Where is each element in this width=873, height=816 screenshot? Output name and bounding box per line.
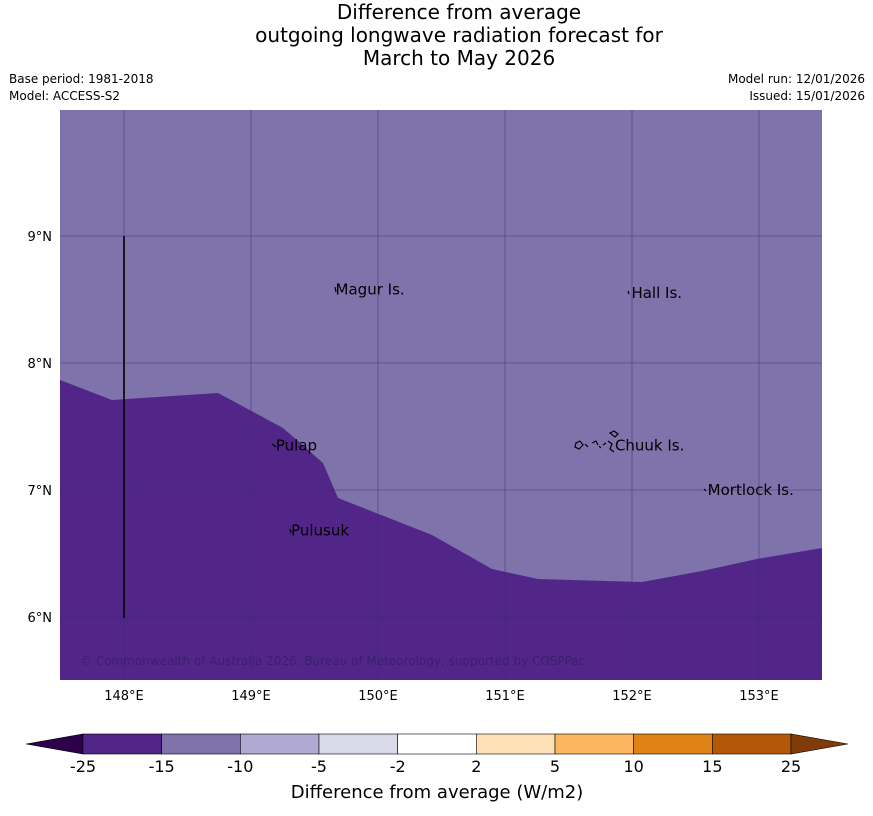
map-panel: © Commonwealth of Australia 2026, Bureau… <box>60 110 822 680</box>
colorbar-tick-label: 15 <box>702 757 722 776</box>
place-label: Magur Is. <box>336 280 405 298</box>
latitude-ticks: 9°N 8°N 7°N 6°N <box>28 230 53 626</box>
title-line-2: outgoing longwave radiation forecast for <box>255 23 663 47</box>
longitude-tick-label: 153°E <box>739 689 779 704</box>
place-label: Chuuk Is. <box>615 437 684 455</box>
colorbar-tick-label: -10 <box>227 757 253 776</box>
latitude-tick-label: 8°N <box>28 357 53 372</box>
model-name: Model: ACCESS-S2 <box>9 89 121 103</box>
colorbar-over-arrow <box>790 733 849 755</box>
model-run: Model run: 12/01/2026 <box>727 72 865 86</box>
colorbar-bin <box>318 733 398 755</box>
colorbar-bin <box>633 733 713 755</box>
island-outlines <box>271 286 707 534</box>
latitude-tick-label: 7°N <box>28 484 53 499</box>
meta-right: Model run: 12/01/2026 Issued: 15/01/2026 <box>728 71 865 105</box>
latitude-tick-label: 9°N <box>28 230 53 245</box>
colorbar-bin <box>554 733 634 755</box>
place-label: Mortlock Is. <box>708 481 794 499</box>
colorbar-tick-label: -2 <box>390 757 406 776</box>
colorbar-tick-label: -5 <box>311 757 327 776</box>
colorbar-tick-label: -15 <box>149 757 175 776</box>
longitude-ticks: 148°E 149°E 150°E 151°E 152°E 153°E <box>104 689 779 704</box>
colorbar-title: Difference from average (W/m2) <box>291 782 583 803</box>
colorbar-bin <box>82 733 162 755</box>
colorbar-under-arrow <box>25 733 84 755</box>
colorbar-bin <box>397 733 477 755</box>
map-title: Difference from average outgoing longwav… <box>0 1 873 70</box>
magur-island-outline <box>334 286 337 293</box>
anomaly-zone-lower <box>60 380 822 680</box>
longitude-tick-label: 148°E <box>104 689 144 704</box>
longitude-tick-label: 150°E <box>358 689 398 704</box>
longitude-tick-label: 152°E <box>612 689 652 704</box>
colorbar-bin <box>476 733 556 755</box>
title-line-3: March to May 2026 <box>362 46 556 70</box>
longitude-tick-label: 149°E <box>231 689 271 704</box>
colorbar-bin <box>712 733 792 755</box>
colorbar-tick-label: -25 <box>70 757 96 776</box>
colorbar-bin <box>161 733 241 755</box>
colorbar: -25 -15 -10 -5 -2 2 5 10 15 25 Difference from av… <box>25 733 849 803</box>
colorbar-tick-label: 2 <box>471 757 481 776</box>
chuuk-lagoon-outline <box>574 430 619 453</box>
colorbar-bins <box>82 733 792 755</box>
base-period: Base period: 1981-2018 <box>9 72 154 86</box>
meta-left: Base period: 1981-2018 Model: ACCESS-S2 <box>9 71 154 105</box>
colorbar-tick-labels: -25 -15 -10 -5 -2 2 5 10 15 25 <box>70 757 801 776</box>
hall-island-outline <box>627 290 630 295</box>
place-label: Hall Is. <box>631 284 682 302</box>
copyright-notice: © Commonwealth of Australia 2026, Bureau… <box>80 654 585 668</box>
pulap-island-outline <box>271 443 277 448</box>
title-line-1: Difference from average <box>336 0 582 24</box>
place-labels: Magur Is. Hall Is. Pulap Chuuk Is. Mortlock … <box>276 280 794 539</box>
latitude-tick-label: 6°N <box>28 611 53 626</box>
colorbar-bin <box>240 733 320 755</box>
longitude-tick-label: 151°E <box>485 689 525 704</box>
place-label: Pulusuk <box>291 522 349 540</box>
place-label: Pulap <box>276 437 317 455</box>
pulusuk-island-outline <box>289 528 292 534</box>
colorbar-tick-label: 25 <box>781 757 801 776</box>
colorbar-tick-label: 5 <box>550 757 560 776</box>
colorbar-tick-label: 10 <box>623 757 643 776</box>
issued-date: Issued: 15/01/2026 <box>749 89 865 103</box>
mortlock-island-outline <box>703 488 707 492</box>
